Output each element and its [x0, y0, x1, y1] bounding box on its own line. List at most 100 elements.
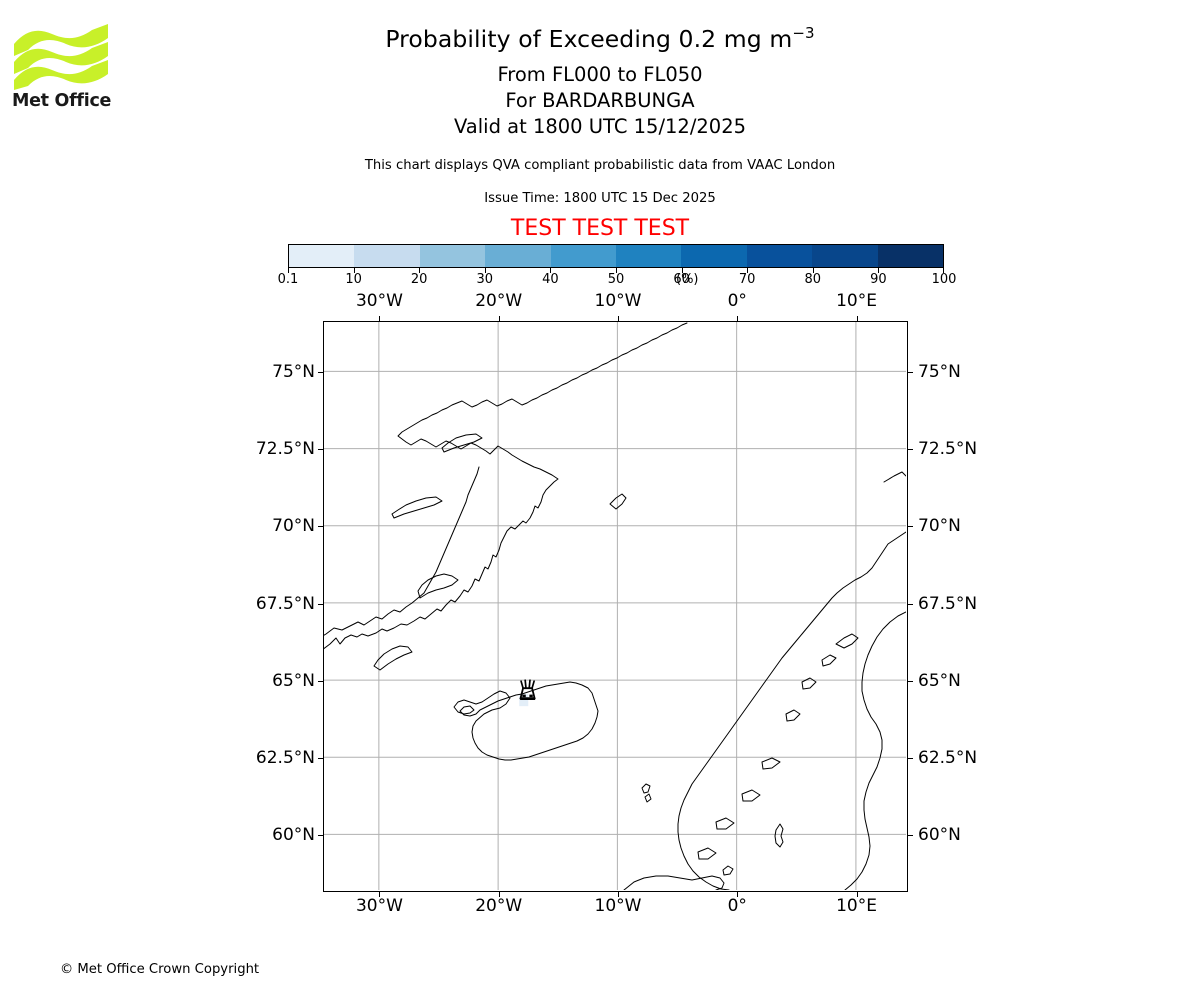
tick-lon-top-1 [498, 316, 500, 321]
issue-time-line: Issue Time: 1800 UTC 15 Dec 2025 [484, 191, 716, 206]
coastline-norway-island-3 [761, 757, 781, 770]
coastline-norway-island-1 [801, 677, 817, 690]
colorbar-tick-label-7: 70 [738, 272, 756, 287]
lon-label-bottom-3: 0° [727, 896, 747, 916]
map-plot-area [323, 321, 908, 892]
lat-label-right-0: 75°N [918, 361, 961, 382]
coastline-greenland-fjord-1 [417, 573, 459, 599]
colorbar-segment-4 [550, 245, 617, 267]
qva-compliance-note: This chart displays QVA compliant probab… [364, 158, 836, 173]
colorbar-tick-label-2: 20 [410, 272, 428, 287]
coastline-greenland-fjord-2 [373, 645, 413, 671]
lat-label-right-6: 60°N [918, 825, 961, 846]
coastline-orkney [722, 865, 734, 876]
colorbar-segment-7 [746, 245, 813, 267]
coastline-greenland [324, 322, 688, 650]
lat-label-left-6: 60°N [272, 825, 315, 846]
lon-label-bottom-2: 10°W [594, 896, 642, 916]
colorbar-tick-10 [943, 268, 944, 273]
lat-label-right-3: 67.5°N [918, 593, 978, 614]
coastline-greenland-main [324, 466, 480, 636]
colorbar-tick-0 [288, 268, 289, 273]
map-gridlines [324, 322, 906, 890]
tick-lat-right-1 [908, 449, 913, 451]
map-canvas [324, 322, 906, 890]
coastline-svalbard-edge [883, 471, 906, 483]
tick-lat-left-6 [318, 835, 323, 837]
lon-label-top-2: 10°W [594, 291, 642, 311]
tick-lat-left-1 [318, 449, 323, 451]
coastline-norway-island-5 [715, 817, 735, 830]
colorbar-segment-2 [419, 245, 486, 267]
lat-label-left-2: 70°N [272, 516, 315, 537]
lon-label-top-3: 0° [727, 291, 747, 311]
coastline-norway [677, 531, 906, 890]
tick-lon-top-2 [617, 316, 619, 321]
colorbar-tick-1 [353, 268, 355, 273]
probability-colorbar: 0.1 10 20 30 40 50 60 70 80 90 100 [278, 244, 956, 287]
chart-title-text: Probability of Exceeding 0.2 mg m [385, 25, 793, 53]
colorbar-tick-label-9: 90 [870, 272, 887, 287]
volcano-name-line: For BARDARBUNGA [505, 89, 695, 112]
tick-lon-bottom-3 [737, 892, 739, 897]
colorbar-tick-label-10: 100 [931, 272, 957, 287]
flight-level-range: From FL000 to FL050 [497, 63, 703, 86]
chart-title: Probability of Exceeding 0.2 mg m−3 [0, 24, 1200, 54]
lat-label-right-2: 70°N [918, 516, 961, 537]
coastline-lofoten-1 [835, 633, 859, 649]
colorbar-segment-0 [289, 245, 355, 267]
colorbar-tick-label-8: 80 [804, 272, 822, 287]
tick-lon-bottom-0 [379, 892, 381, 897]
tick-lat-left-4 [318, 680, 323, 682]
tick-lat-left-3 [318, 603, 323, 605]
valid-time-line: Valid at 1800 UTC 15/12/2025 [453, 115, 747, 138]
chart-title-exponent: −3 [792, 24, 815, 43]
colorbar-tick-label-6: 60 [673, 272, 690, 287]
coastline-iceland [453, 681, 599, 761]
colorbar-tick-8 [812, 268, 814, 273]
tick-lat-right-2 [908, 526, 913, 528]
coastline-lofoten-2 [821, 654, 837, 667]
colorbar-tick-labels: 0.1 10 20 30 40 50 60 70 80 90 100 [278, 272, 957, 290]
tick-lon-top-4 [856, 316, 858, 321]
tick-lat-right-6 [908, 835, 913, 837]
lat-label-right-4: 65°N [918, 670, 961, 691]
tick-lat-right-3 [908, 603, 913, 605]
coastline-scotland [623, 875, 725, 890]
lon-label-top-0: 30°W [355, 291, 403, 311]
colorbar-tick-label-1: 10 [345, 272, 362, 287]
lat-label-left-5: 62.5°N [255, 747, 315, 768]
lon-label-bottom-1: 20°W [475, 896, 523, 916]
colorbar-tick-7 [747, 268, 749, 273]
colorbar-tick-label-5: 50 [607, 272, 625, 287]
tick-lon-bottom-2 [617, 892, 619, 897]
colorbar-unit-label: (%) [676, 272, 699, 287]
coastline-norway-island-2 [785, 709, 801, 722]
tick-lon-bottom-4 [856, 892, 858, 897]
coastline-faroe-2 [644, 793, 652, 803]
met-office-logo-text: Met Office [12, 91, 112, 111]
tick-lat-right-5 [908, 757, 913, 759]
ash-cell-0 [519, 694, 529, 707]
lon-label-top-1: 20°W [475, 291, 523, 311]
coastline-jan-mayen [609, 493, 627, 510]
coastline-greenland-fjord-4 [441, 433, 483, 453]
lat-label-left-0: 75°N [272, 361, 315, 382]
lon-label-bottom-0: 30°W [355, 896, 403, 916]
colorbar-tick-4 [550, 268, 552, 273]
colorbar-gradient [288, 244, 944, 268]
copyright-text: © Met Office Crown Copyright [60, 962, 260, 977]
coastline-greenland-fjord-3 [391, 496, 443, 519]
colorbar-tick-label-3: 30 [476, 272, 494, 287]
coastline-norway-island-4 [741, 789, 761, 802]
test-banner: TEST TEST TEST [510, 216, 690, 241]
coastline-faroe-1 [641, 783, 651, 794]
tick-lat-left-5 [318, 757, 323, 759]
colorbar-tick-2 [419, 268, 421, 273]
ash-probability-cells [519, 694, 529, 707]
coastline-norway-island-6 [697, 847, 717, 860]
colorbar-segment-9 [877, 245, 944, 267]
colorbar-tick-9 [878, 268, 880, 273]
volcano-marker-icon [519, 679, 536, 701]
colorbar-tick-5 [616, 268, 617, 273]
